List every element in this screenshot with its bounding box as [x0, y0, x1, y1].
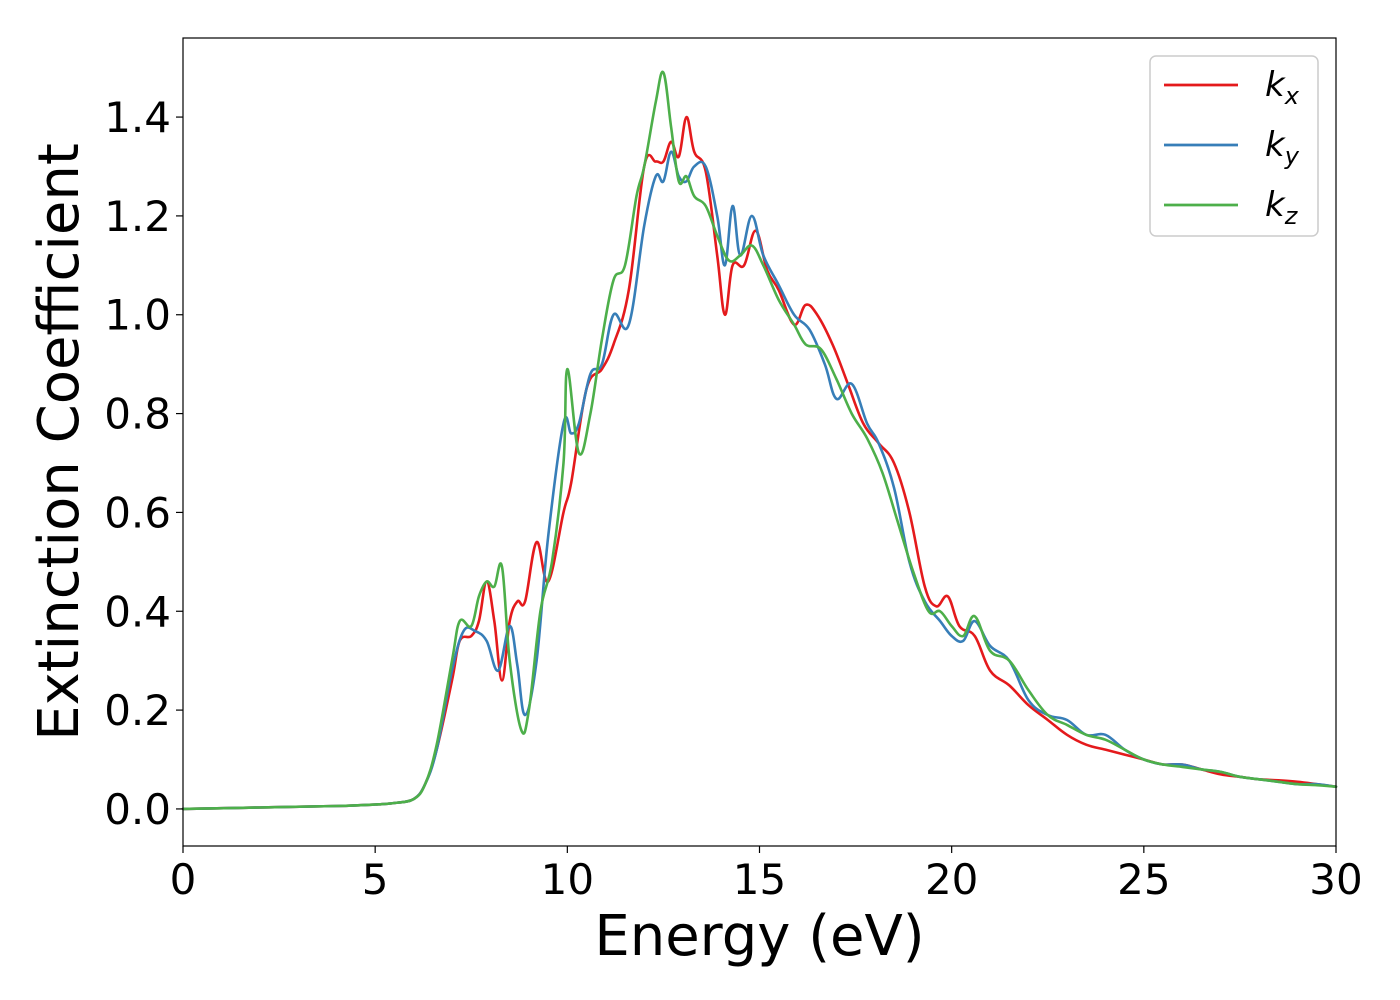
legend-label-kx: kx: [1265, 65, 1300, 110]
series-layer: [181, 70, 1338, 811]
x-tick-label: 15: [733, 855, 786, 904]
x-tick-label: 10: [541, 855, 594, 904]
legend-label-base: k: [1265, 125, 1286, 165]
x-tick-label: 25: [1117, 855, 1170, 904]
x-axis: 0 5 10 15 20 25 30: [170, 846, 1363, 904]
legend-label-subscript: x: [1284, 82, 1300, 110]
legend-label-base: k: [1265, 185, 1286, 225]
x-tick-label: 0: [170, 855, 197, 904]
legend-label-subscript: z: [1284, 202, 1299, 230]
y-tick-label: 0.0: [104, 785, 171, 834]
y-tick-label: 1.2: [104, 192, 171, 241]
legend-label-base: k: [1265, 65, 1286, 105]
y-tick-label: 1.0: [104, 291, 171, 340]
series-line-ky: [181, 150, 1338, 811]
y-tick-label: 1.4: [104, 93, 171, 142]
x-tick-label: 30: [1309, 855, 1362, 904]
y-tick-label: 0.2: [104, 686, 171, 735]
x-tick-label: 5: [362, 855, 389, 904]
y-axis-title: Extinction Coefficient: [27, 143, 92, 741]
y-tick-label: 0.8: [104, 390, 171, 439]
legend-label-ky: ky: [1265, 125, 1300, 170]
x-axis-title: Energy (eV): [594, 904, 924, 969]
legend-label-subscript: y: [1284, 142, 1300, 170]
y-tick-label: 0.4: [104, 587, 171, 636]
legend-label-kz: kz: [1265, 185, 1299, 230]
y-tick-label: 0.6: [104, 488, 171, 537]
plot-background: [183, 38, 1336, 846]
series-line-kz: [181, 70, 1338, 811]
x-tick-label: 20: [925, 855, 978, 904]
y-axis: 0.0 0.2 0.4 0.6 0.8 1.0 1.2 1.4: [104, 93, 183, 834]
